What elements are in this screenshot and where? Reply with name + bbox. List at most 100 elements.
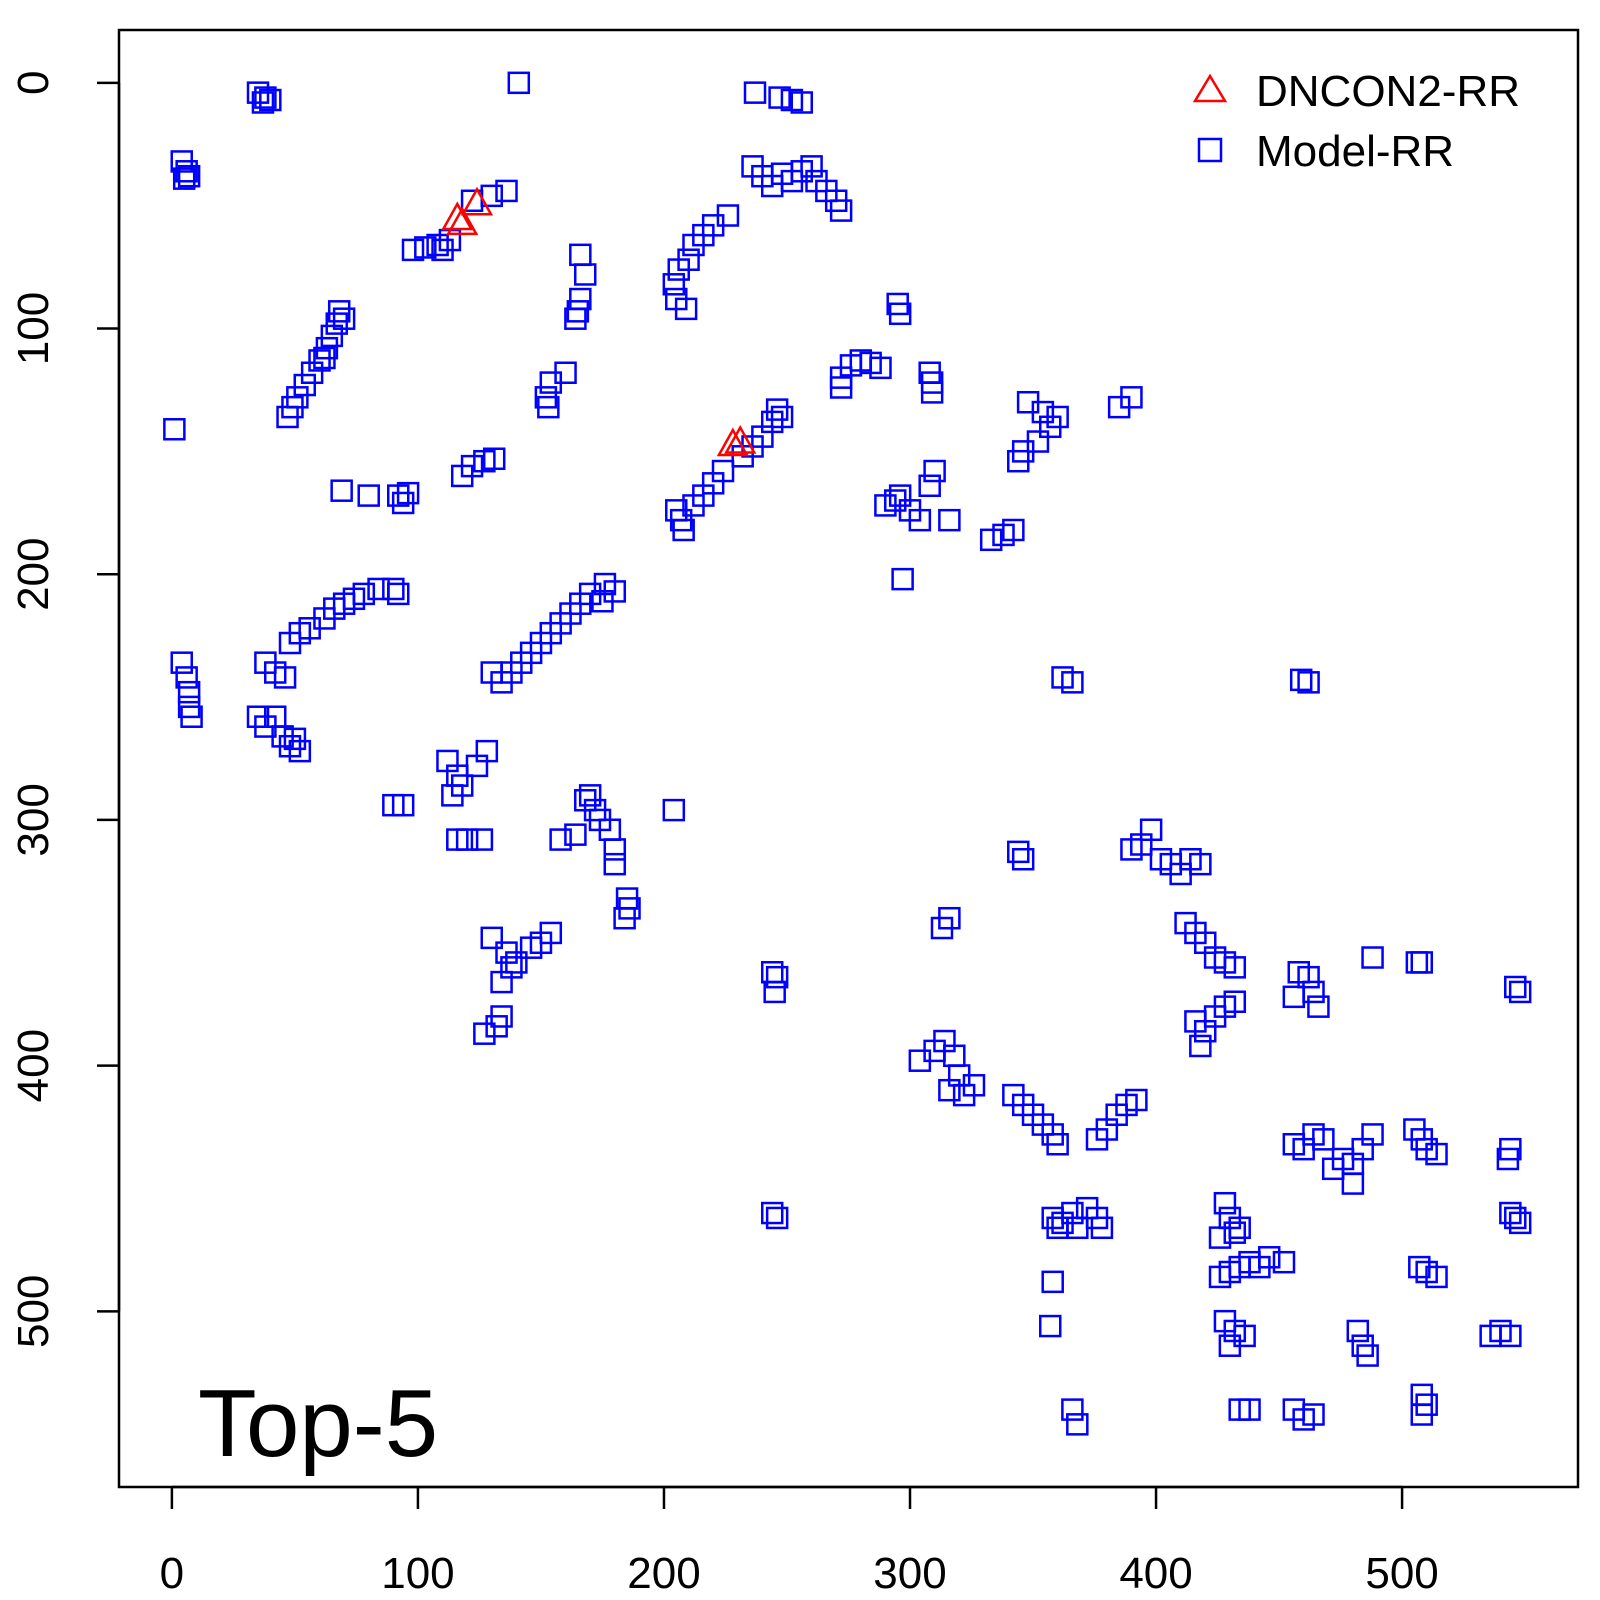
model-rr-point <box>490 1005 513 1028</box>
model-rr-point <box>1297 671 1320 694</box>
model-rr-point <box>177 164 201 188</box>
model-rr-point <box>662 798 686 822</box>
model-rr-point <box>603 838 627 861</box>
model-rr-point <box>962 1074 986 1097</box>
dncon2-rr-point <box>441 201 474 231</box>
model-rr-point <box>1002 518 1025 542</box>
model-rr-point <box>674 297 698 321</box>
model-rr-point <box>330 479 353 502</box>
model-rr-point <box>431 238 454 262</box>
model-rr-point <box>891 567 914 591</box>
model-rr-point <box>1508 980 1532 1004</box>
model-rr-point <box>549 828 572 851</box>
model-rr-point <box>1307 995 1330 1018</box>
model-rr-point <box>482 447 506 470</box>
legend-square-marker <box>1197 137 1223 163</box>
model-rr-point <box>441 784 464 807</box>
model-rr-point <box>293 373 317 397</box>
model-rr-point <box>251 91 275 114</box>
model-rr-point <box>578 784 602 807</box>
model-rr-point <box>869 356 892 380</box>
y-tick-label: 500 <box>9 1275 58 1348</box>
model-rr-point <box>480 926 503 950</box>
model-rr-point <box>979 528 1003 552</box>
model-rr-point <box>507 71 531 95</box>
model-rr-point <box>391 793 415 817</box>
model-rr-point <box>1289 668 1313 692</box>
model-rr-point <box>1499 1137 1522 1161</box>
model-rr-point <box>475 739 499 763</box>
y-tick-label: 300 <box>9 783 58 856</box>
model-rr-point <box>1302 1403 1325 1426</box>
model-rr-point <box>672 518 695 542</box>
y-tick-label: 0 <box>9 71 58 95</box>
model-rr-point <box>473 1022 496 1045</box>
model-rr-point <box>177 680 201 704</box>
model-rr-point <box>908 508 932 532</box>
dncon2-rr-point <box>716 427 749 457</box>
model-rr-point <box>1125 1088 1148 1112</box>
model-rr-point <box>1223 990 1247 1013</box>
model-rr-point <box>382 577 405 601</box>
axes-layer: 0 100 200 300 400 500 0 100 200 300 400 500 <box>9 71 1439 1598</box>
panel-annotation: Top-5 <box>198 1370 438 1477</box>
model-rr-point <box>1508 1211 1532 1235</box>
model-rr-point <box>1090 1216 1114 1240</box>
x-tick-label: 0 <box>160 1549 184 1598</box>
model-rr-point <box>1410 951 1434 974</box>
y-tick-label: 200 <box>9 538 58 611</box>
model-rr-point <box>1297 965 1320 989</box>
model-rr-point <box>800 155 823 178</box>
model-rr-point <box>332 307 356 330</box>
model-rr-point <box>313 346 336 370</box>
model-rr-point <box>460 454 484 478</box>
model-rr-point <box>175 666 198 689</box>
model-rr-point <box>470 828 494 851</box>
model-rr-point <box>564 307 587 330</box>
model-rr-point <box>308 349 331 372</box>
model-rr-point <box>180 705 203 728</box>
legend-label: DNCON2-RR <box>1256 67 1520 116</box>
model-rr-point <box>603 852 627 876</box>
model-rr-point <box>1238 1398 1261 1421</box>
model-rr-point <box>662 273 686 296</box>
model-rr-point <box>1218 1334 1242 1357</box>
model-rr-point <box>1031 400 1055 424</box>
model-rr-point <box>1120 386 1143 409</box>
model-rr-point <box>743 81 767 104</box>
model-rr-point <box>763 980 786 1004</box>
y-tick-label: 100 <box>9 292 58 365</box>
model-rr-point <box>682 233 705 257</box>
model-rr-point <box>1061 671 1084 694</box>
x-tick-label: 200 <box>627 1549 700 1598</box>
model-rr-point <box>1066 1413 1089 1436</box>
model-rr-point <box>1425 1265 1448 1289</box>
model-rr-point <box>283 727 307 751</box>
model-rr-point <box>490 970 513 994</box>
model-rr-point <box>1066 1216 1089 1240</box>
legend-label: Model-RR <box>1256 127 1454 176</box>
dncon2-rr-point <box>724 424 757 454</box>
model-rr-point <box>357 484 380 507</box>
model-rr-point <box>276 405 299 429</box>
model-rr-point <box>1356 1344 1379 1367</box>
model-rr-point <box>327 300 351 323</box>
model-rr-point <box>770 405 794 429</box>
model-rr-point <box>539 921 563 945</box>
model-rr-point <box>1504 975 1527 999</box>
model-rr-point <box>765 1206 789 1230</box>
model-rr-point <box>426 233 449 257</box>
model-rr-point <box>1189 852 1212 876</box>
model-rr-point <box>537 395 560 419</box>
model-rr-point <box>918 474 941 498</box>
model-rr-point <box>1189 1034 1212 1058</box>
model-rr-point <box>1213 1191 1237 1215</box>
model-rr-point <box>172 167 196 190</box>
model-rr-point <box>539 371 563 394</box>
dncon2-rr-point <box>460 186 494 216</box>
model-rr-point <box>414 236 437 259</box>
model-rr-point <box>175 160 198 183</box>
model-rr-point <box>1223 1221 1247 1244</box>
model-rr-point <box>1061 1398 1084 1421</box>
